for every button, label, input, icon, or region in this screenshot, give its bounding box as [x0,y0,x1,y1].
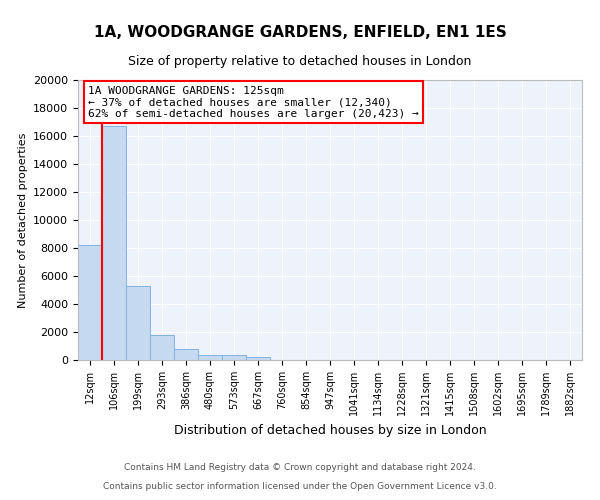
Text: Contains public sector information licensed under the Open Government Licence v3: Contains public sector information licen… [103,482,497,491]
Bar [198,355,222,360]
Bar [246,357,270,360]
Text: 1A, WOODGRANGE GARDENS, ENFIELD, EN1 1ES: 1A, WOODGRANGE GARDENS, ENFIELD, EN1 1ES [94,25,506,40]
Y-axis label: Number of detached properties: Number of detached properties [17,132,28,308]
Bar [102,126,126,360]
Text: 1A WOODGRANGE GARDENS: 125sqm
← 37% of detached houses are smaller (12,340)
62% : 1A WOODGRANGE GARDENS: 125sqm ← 37% of d… [88,86,419,119]
Bar [126,286,150,360]
Bar [174,349,198,360]
X-axis label: Distribution of detached houses by size in London: Distribution of detached houses by size … [173,424,487,436]
Text: Contains HM Land Registry data © Crown copyright and database right 2024.: Contains HM Land Registry data © Crown c… [124,464,476,472]
Bar [222,355,246,360]
Text: Size of property relative to detached houses in London: Size of property relative to detached ho… [128,55,472,68]
Bar [78,245,102,360]
Bar [150,335,174,360]
